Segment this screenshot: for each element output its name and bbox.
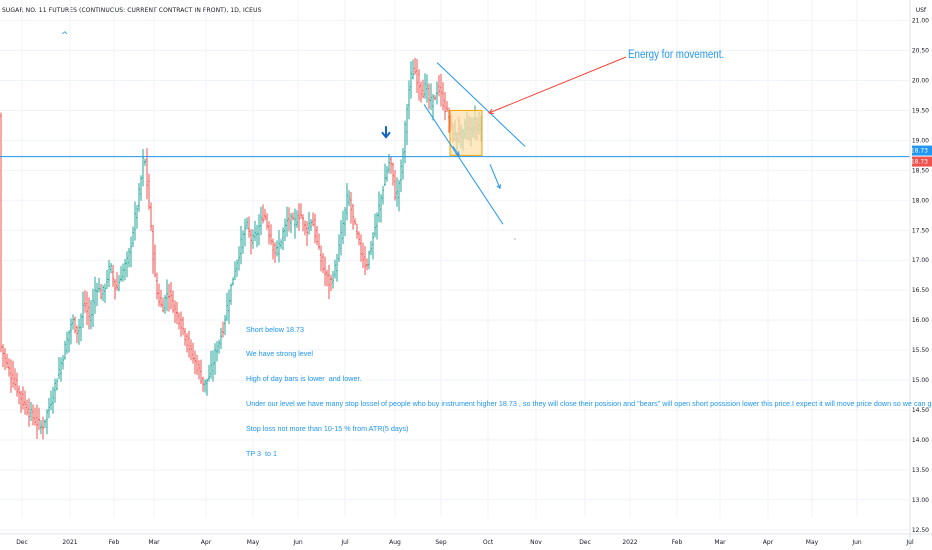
- time-tick-label: Mar: [714, 539, 726, 546]
- time-tick-label: Nov: [530, 539, 542, 546]
- price-tick-label: 17.00: [912, 257, 929, 264]
- time-tick-label: Apr: [201, 539, 212, 546]
- note-line: Under our level we have many stop lossel…: [246, 399, 932, 409]
- currency-label: USf: [915, 7, 926, 14]
- time-tick-label: Jun: [851, 539, 862, 546]
- projection-arrow: [489, 164, 501, 189]
- price-tick-label: 20.00: [912, 78, 929, 85]
- collapse-indicator-icon[interactable]: ^: [61, 31, 69, 41]
- channel-lower-line: [423, 104, 504, 225]
- time-tick-label: May: [247, 539, 260, 546]
- price-tick-label: 21.00: [912, 18, 929, 25]
- time-tick-label: Jul: [905, 539, 914, 546]
- time-tick-label: Feb: [672, 539, 683, 546]
- price-tick-label: 15.00: [912, 377, 929, 384]
- time-tick-label: 2022: [622, 539, 637, 546]
- price-axis: 21.00 20.50 20.00 19.50 19.00 18.50 18.00 17.50…: [909, 0, 932, 550]
- down-arrow-icon: [381, 131, 391, 139]
- drawings: [0, 56, 910, 240]
- time-axis: Dec 2021 Feb Mar Apr May Jun Jul Aug Sep Oct Nov Dec…: [0, 533, 932, 546]
- price-tick-label: 14.50: [912, 407, 929, 414]
- price-tick-label: 13.00: [912, 497, 929, 504]
- chart-title: SUGAR NO. 11 FUTURES (CONTINUOUS: CURREN…: [2, 7, 262, 14]
- price-label-text: 18.73: [911, 148, 928, 155]
- note-line: High of day bars is lower and lower.: [246, 374, 362, 384]
- price-label-badge: [912, 156, 932, 167]
- time-tick-label: Jun: [292, 539, 303, 546]
- note-line: We have strong level: [246, 349, 313, 359]
- price-tick-label: 20.50: [912, 48, 929, 55]
- energy-annotation[interactable]: Energy for movement.: [628, 49, 725, 61]
- price-tick-label: 19.50: [912, 107, 929, 114]
- time-tick-label: Jul: [340, 539, 349, 546]
- price-tick-label: 13.50: [912, 467, 929, 474]
- time-tick-label: Oct: [483, 539, 494, 546]
- time-tick-label: Apr: [763, 539, 774, 546]
- price-bars: [0, 57, 482, 440]
- price-label-badge: [912, 145, 932, 156]
- price-tick-label: 19.00: [912, 137, 929, 144]
- note-line: TP 3 to 1: [246, 449, 278, 459]
- note-line: Short below 18.73: [246, 324, 304, 334]
- projection-arrow: [452, 146, 460, 156]
- time-tick-label: Dec: [16, 539, 28, 546]
- price-tick-label: 16.00: [912, 317, 929, 324]
- dot-marker: [514, 238, 516, 240]
- price-label-text: 18.73: [911, 159, 928, 166]
- price-tick-label: 18.00: [912, 197, 929, 204]
- consolidation-box: [449, 109, 483, 156]
- time-tick-label: Aug: [389, 539, 401, 546]
- time-tick-label: Mar: [148, 539, 160, 546]
- price-tick-label: 16.50: [912, 287, 929, 294]
- price-tick-label: 14.00: [912, 437, 929, 444]
- trade-note[interactable]: Short below 18.73 We have strong level H…: [246, 309, 932, 475]
- time-tick-label: Feb: [109, 539, 120, 546]
- price-tick-label: 18.50: [912, 167, 929, 174]
- time-tick-label: May: [806, 539, 819, 546]
- arrow-head-icon: [496, 184, 501, 190]
- channel-upper-line: [436, 62, 526, 147]
- energy-pointer-head-icon: [488, 108, 495, 115]
- time-tick-label: Dec: [579, 539, 591, 546]
- time-tick-label: 2021: [62, 539, 77, 546]
- price-tick-label: 17.50: [912, 227, 929, 234]
- energy-pointer-line: [488, 56, 627, 114]
- time-tick-label: Sep: [435, 539, 447, 546]
- note-line: Stop loss not more than 10-15 % from ATR…: [246, 424, 409, 434]
- price-tick-label: 12.50: [912, 527, 929, 534]
- price-tick-label: 15.50: [912, 347, 929, 354]
- arrow-head-icon: [455, 151, 460, 157]
